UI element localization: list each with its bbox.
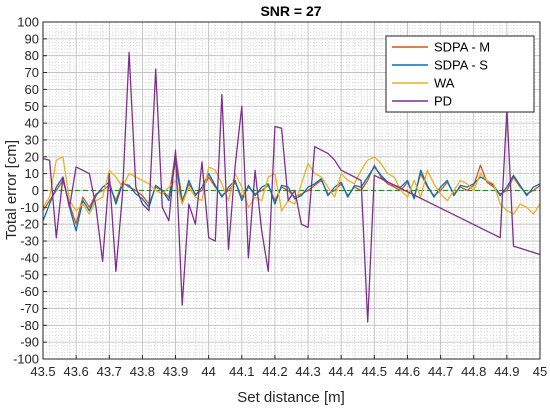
series-line-sdpa-s — [42, 159, 541, 232]
y-tick-label: -60 — [20, 284, 39, 299]
x-tick-label: 44.7 — [428, 364, 453, 379]
y-tick-label: 30 — [25, 132, 39, 147]
x-tick-label: 43.6 — [63, 364, 88, 379]
y-tick-label: 60 — [25, 82, 39, 97]
y-tick-label: 10 — [25, 166, 39, 181]
x-tick-label: 43.8 — [130, 364, 155, 379]
x-tick-label: 45 — [533, 364, 547, 379]
y-tick-label: -90 — [20, 335, 39, 350]
y-tick-label: 80 — [25, 48, 39, 63]
y-tick-label: -50 — [20, 267, 39, 282]
y-tick-label: -20 — [20, 217, 39, 232]
x-tick-label: 44.5 — [362, 364, 387, 379]
x-axis-label: Set distance [m] — [237, 389, 345, 406]
x-tick-label: 43.5 — [30, 364, 55, 379]
y-tick-label: 0 — [32, 183, 39, 198]
series-line-pd — [42, 51, 541, 323]
x-tick-label: 44.4 — [329, 364, 354, 379]
legend-box — [385, 35, 535, 113]
y-tick-label: -80 — [20, 318, 39, 333]
x-tick-label: 44.2 — [262, 364, 287, 379]
y-tick-label: 50 — [25, 99, 39, 114]
x-tick-label: 44.1 — [229, 364, 254, 379]
legend-label: SDPA - M — [434, 40, 490, 55]
x-tick-label: 44.8 — [461, 364, 486, 379]
x-axis-ticks: 43.5 43.6 43.7 43.8 43.9 44 44.1 44.2 44.3 44.4 44… — [30, 355, 547, 379]
legend-label: SDPA - S — [434, 58, 488, 73]
x-tick-label: 44 — [201, 364, 215, 379]
y-tick-label: 90 — [25, 31, 39, 46]
y-tick-label: -100 — [13, 352, 39, 367]
y-axis-label: Total error [cm] — [3, 140, 20, 240]
x-tick-label: 43.7 — [97, 364, 122, 379]
x-tick-label: 43.9 — [163, 364, 188, 379]
x-tick-label: 44.3 — [295, 364, 320, 379]
y-tick-label: -70 — [20, 301, 39, 316]
legend-label: PD — [434, 94, 452, 109]
chart-title: SNR = 27 — [260, 3, 321, 19]
y-tick-label: -40 — [20, 250, 39, 265]
y-tick-label: -10 — [20, 200, 39, 215]
series-line-wa — [42, 156, 541, 215]
y-tick-label: 100 — [17, 15, 39, 30]
legend: SDPA - M SDPA - S WA PD — [385, 35, 535, 113]
y-tick-label: 70 — [25, 65, 39, 80]
y-tick-label: -30 — [20, 234, 39, 249]
x-tick-label: 44.6 — [395, 364, 420, 379]
y-tick-label: 40 — [25, 116, 39, 131]
y-axis-ticks: -100-90-80-70-60-50-40-30-20-10010203040… — [13, 15, 47, 367]
x-tick-label: 44.9 — [494, 364, 519, 379]
legend-label: WA — [434, 76, 455, 91]
series-layer — [42, 51, 541, 323]
y-tick-label: 20 — [25, 149, 39, 164]
